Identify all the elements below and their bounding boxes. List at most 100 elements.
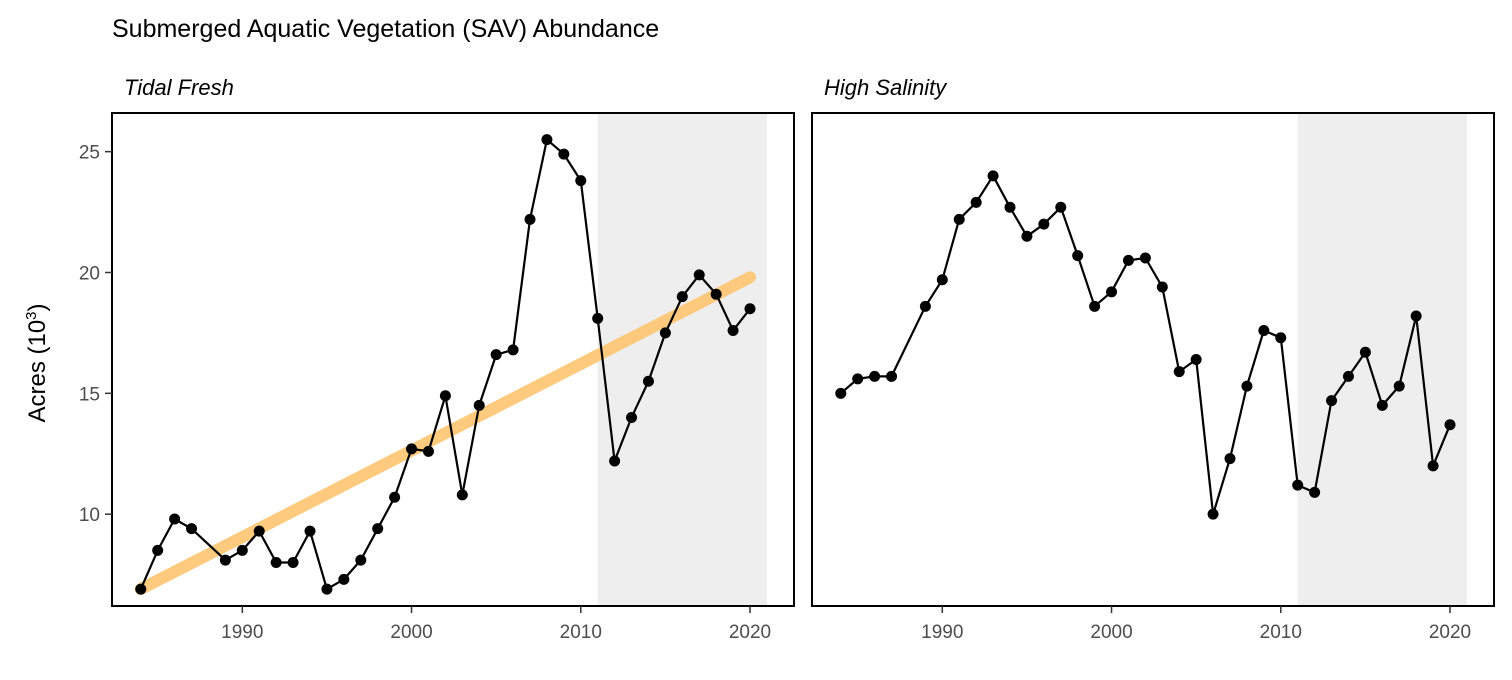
- x-tick-label: 2020: [1429, 622, 1471, 643]
- data-point: [886, 370, 898, 382]
- x-tick-label: 1990: [221, 622, 263, 643]
- data-point: [1055, 201, 1067, 213]
- panel-border: [111, 112, 795, 607]
- y-axis-title-close: ): [24, 303, 51, 311]
- data-point: [609, 455, 621, 467]
- data-point: [321, 583, 333, 595]
- data-point: [1122, 254, 1134, 266]
- series-points: [835, 170, 1456, 520]
- data-point: [152, 544, 164, 556]
- data-point: [1038, 218, 1050, 230]
- data-point: [507, 344, 519, 356]
- figure-title: Submerged Aquatic Vegetation (SAV) Abund…: [112, 15, 659, 43]
- x-tick-label: 2000: [390, 622, 432, 643]
- data-point: [219, 554, 231, 566]
- data-point: [659, 327, 671, 339]
- data-point: [439, 390, 451, 402]
- data-point: [1021, 230, 1033, 242]
- data-point: [1241, 380, 1253, 392]
- data-point: [1224, 453, 1236, 465]
- data-point: [1342, 370, 1354, 382]
- data-point: [852, 373, 864, 385]
- data-point: [1258, 325, 1270, 336]
- data-point: [1139, 252, 1151, 264]
- y-tick-label: 20: [79, 264, 100, 285]
- panel-strip-label: High Salinity: [824, 75, 948, 100]
- data-point: [406, 443, 418, 455]
- data-point: [253, 525, 265, 537]
- data-point: [1292, 479, 1304, 491]
- data-point: [1190, 354, 1202, 365]
- panel-strip-label: Tidal Fresh: [124, 75, 234, 100]
- data-point: [456, 489, 468, 501]
- y-tick-label: 25: [79, 143, 100, 164]
- data-point: [642, 375, 654, 387]
- series-points: [135, 134, 756, 595]
- data-point: [1106, 286, 1118, 298]
- data-point: [626, 412, 638, 423]
- trend-line: [134, 271, 756, 596]
- y-tick-label: 10: [79, 505, 100, 526]
- data-point: [953, 213, 965, 225]
- data-point: [389, 491, 401, 503]
- x-axis: 1990 2000 2010 2020: [221, 606, 771, 643]
- data-point: [372, 523, 384, 535]
- y-tick-label: 15: [79, 384, 100, 405]
- data-point: [744, 303, 756, 315]
- panel-tidal-fresh: Tidal Fresh 1990 2000 2010 2020 10 15 20 25 Ac…: [23, 75, 795, 643]
- data-point: [869, 370, 881, 382]
- data-point: [135, 583, 147, 595]
- x-tick-label: 2010: [560, 622, 602, 643]
- data-point: [541, 134, 553, 146]
- data-point: [1326, 395, 1338, 407]
- data-point: [1072, 250, 1084, 262]
- data-point: [1309, 486, 1321, 498]
- data-point: [270, 557, 282, 568]
- data-point: [338, 573, 350, 585]
- y-axis: 10 15 20 25: [79, 143, 112, 526]
- panel-high-salinity: High Salinity 1990 2000 2010 2020: [811, 75, 1495, 643]
- data-point: [490, 349, 502, 361]
- data-point: [727, 325, 739, 336]
- shaded-period: [1297, 113, 1467, 606]
- x-tick-label: 1990: [921, 622, 963, 643]
- data-point: [1173, 366, 1185, 378]
- data-point: [1410, 310, 1422, 322]
- data-point: [1207, 508, 1219, 520]
- y-axis-title-base: Acres (10: [24, 320, 51, 423]
- panel-border: [811, 112, 1495, 607]
- data-point: [987, 170, 999, 182]
- data-point: [676, 291, 688, 303]
- data-point: [169, 513, 181, 525]
- data-point: [473, 399, 485, 411]
- x-tick-label: 2010: [1260, 622, 1302, 643]
- data-point: [304, 525, 316, 537]
- data-point: [1359, 346, 1371, 358]
- data-point: [936, 274, 948, 286]
- data-point: [835, 387, 847, 399]
- data-point: [1376, 399, 1388, 411]
- data-point: [1393, 380, 1405, 392]
- x-tick-label: 2000: [1090, 622, 1132, 643]
- data-point: [693, 269, 705, 281]
- x-tick-label: 2020: [729, 622, 771, 643]
- data-point: [524, 213, 536, 225]
- data-point: [558, 148, 570, 160]
- y-axis-title-exponent: 3: [23, 311, 40, 319]
- data-point: [575, 175, 587, 187]
- data-point: [592, 312, 604, 324]
- data-point: [1427, 460, 1439, 472]
- data-point: [919, 300, 931, 312]
- x-axis: 1990 2000 2010 2020: [921, 606, 1471, 643]
- data-point: [1156, 281, 1168, 293]
- data-point: [710, 288, 722, 300]
- data-point: [1275, 332, 1287, 344]
- data-point: [970, 196, 982, 208]
- data-point: [1089, 300, 1101, 312]
- data-point: [1004, 201, 1016, 213]
- shaded-period: [597, 113, 767, 606]
- data-point: [1444, 419, 1456, 431]
- data-point: [422, 445, 434, 457]
- y-axis-title: Acres (103): [23, 303, 51, 422]
